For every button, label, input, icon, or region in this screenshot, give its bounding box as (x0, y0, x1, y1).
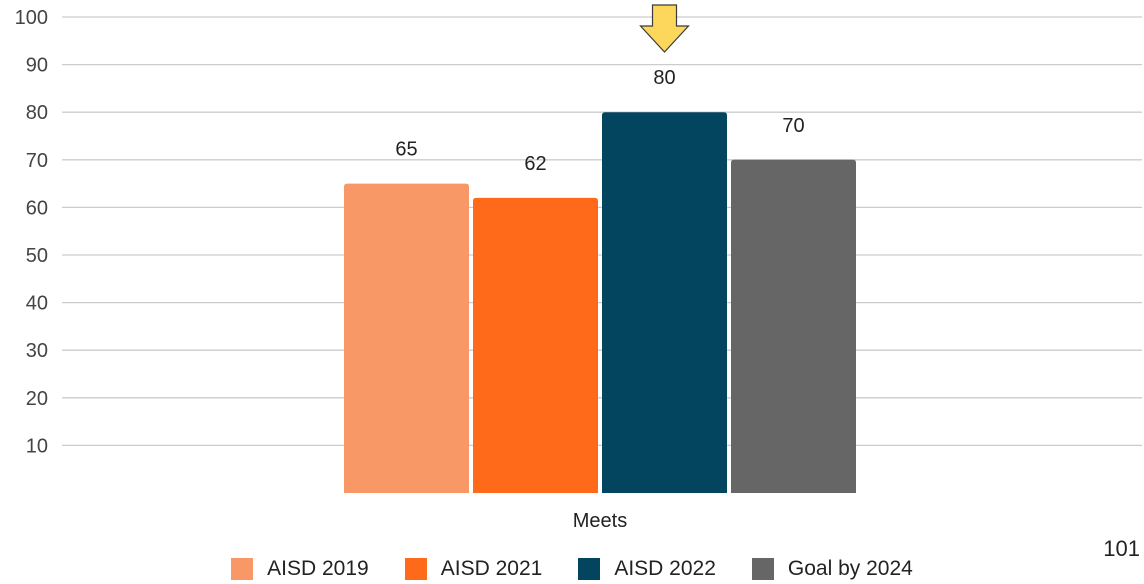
legend-item: AISD 2019 (231, 557, 369, 581)
arrow-down-icon (639, 4, 690, 53)
legend-item: AISD 2022 (578, 557, 716, 581)
bar (344, 183, 469, 493)
y-tick-label: 100 (15, 7, 48, 29)
y-tick-label: 90 (26, 55, 48, 77)
x-axis: Meets (573, 510, 627, 532)
y-axis: 10 20 30 40 50 60 70 80 90 100 (15, 7, 48, 457)
legend-item: AISD 2021 (404, 557, 543, 581)
legend-swatch (751, 558, 774, 580)
page-number: 101 (1103, 536, 1140, 561)
y-tick-label: 40 (26, 293, 48, 315)
y-tick-label: 10 (26, 435, 48, 457)
data-labels: 65 62 80 70 (395, 67, 804, 175)
data-label: 62 (524, 153, 546, 175)
legend-label: AISD 2021 (440, 557, 543, 580)
y-tick-label: 20 (26, 388, 48, 410)
bar (473, 197, 598, 493)
bars (344, 112, 856, 494)
bar (602, 112, 727, 493)
legend-label: AISD 2022 (614, 557, 716, 580)
bar (731, 159, 856, 494)
y-tick-label: 30 (26, 340, 48, 362)
data-label: 70 (782, 115, 804, 137)
legend-label: Goal by 2024 (787, 557, 913, 580)
legend-label: AISD 2019 (267, 557, 369, 580)
legend-swatch (231, 558, 254, 580)
highlight-marker (639, 4, 690, 53)
legend-swatch (404, 558, 427, 580)
x-category-label: Meets (573, 510, 627, 532)
data-label: 80 (653, 67, 675, 89)
legend-item: Goal by 2024 (751, 557, 913, 581)
y-tick-label: 70 (26, 150, 48, 172)
y-tick-label: 50 (26, 245, 48, 267)
legend-swatch (578, 558, 601, 580)
y-tick-label: 60 (26, 197, 48, 219)
data-label: 65 (395, 139, 417, 161)
legend: AISD 2019 AISD 2021 AISD 2022 Goal by 2024 (0, 555, 1144, 583)
y-tick-label: 80 (26, 102, 48, 124)
